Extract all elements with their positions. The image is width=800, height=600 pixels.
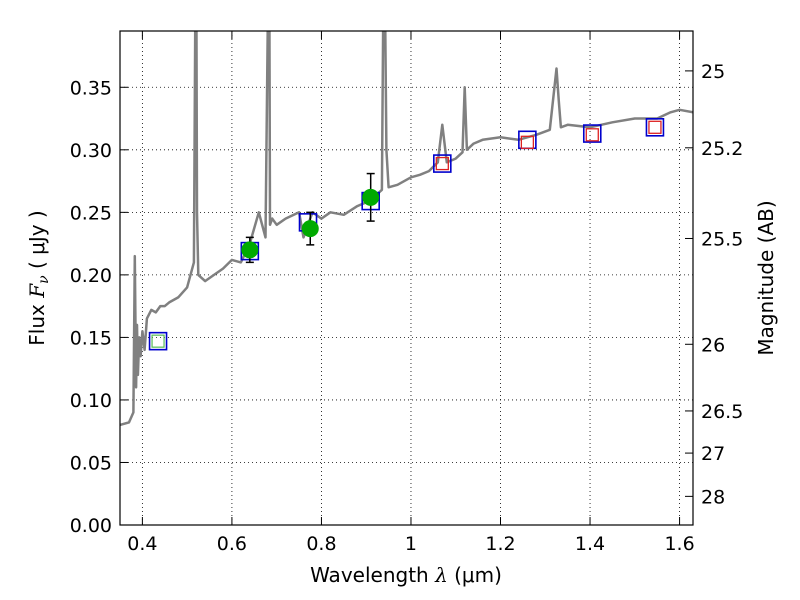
model-photometry-square	[645, 117, 665, 137]
upper-limit-square	[435, 156, 449, 171]
x-tick-label: 1.4	[575, 533, 605, 555]
right-tick-label: 26.5	[701, 401, 743, 423]
y-tick-label: 0.25	[70, 202, 112, 224]
right-tick-label: 25.2	[701, 138, 743, 160]
model-photometry-square	[582, 124, 602, 143]
y-tick-label: 0.05	[70, 452, 112, 474]
observed-point	[301, 220, 319, 238]
x-tick-label: 1.2	[485, 533, 515, 555]
right-tick-label: 26	[701, 334, 725, 356]
x-tick-label: 0.6	[217, 533, 247, 555]
x-tick-label: 0.4	[127, 533, 157, 555]
marker-layer	[148, 117, 665, 351]
y-tick-label: 0.10	[70, 390, 112, 412]
right-axis-label: Magnitude (AB)	[754, 200, 778, 355]
x-tick-label: 0.8	[306, 533, 336, 555]
right-tick-label: 25.5	[701, 228, 743, 250]
observed-point	[241, 241, 259, 259]
x-tick-label: 1.6	[664, 533, 694, 555]
observed-point	[362, 188, 380, 206]
y-tick-label: 0.15	[70, 327, 112, 349]
model-photometry-square	[433, 154, 452, 173]
right-tick-label: 27	[701, 443, 725, 465]
upper-limit-square	[585, 128, 599, 142]
inner-marker-square	[151, 334, 165, 348]
spectrum-line	[120, 31, 693, 427]
series-layer	[120, 31, 693, 427]
upper-limit-square	[520, 135, 535, 149]
right-tick-label: 25	[701, 61, 725, 83]
tick-layer: 0.4 0.6 0.8 1 1.2 1.4 1.6 0.00 0.05 0.10 0.15 0.20 0…	[70, 31, 743, 555]
y-axis-label: Flux Fν ( μJy )	[25, 210, 52, 345]
y-tick-label: 0.00	[70, 515, 112, 537]
model-photometry-square	[148, 331, 168, 351]
y-tick-label: 0.30	[70, 140, 112, 162]
upper-limit-square	[648, 120, 662, 134]
y-tick-label: 0.35	[70, 77, 112, 99]
plot-frame	[119, 30, 694, 526]
plot-background	[120, 31, 693, 525]
x-axis-label: Wavelength λ (μm)	[310, 563, 502, 587]
y-tick-label: 0.20	[70, 265, 112, 287]
x-tick-label: 1	[405, 533, 417, 555]
right-tick-label: 28	[701, 486, 725, 508]
